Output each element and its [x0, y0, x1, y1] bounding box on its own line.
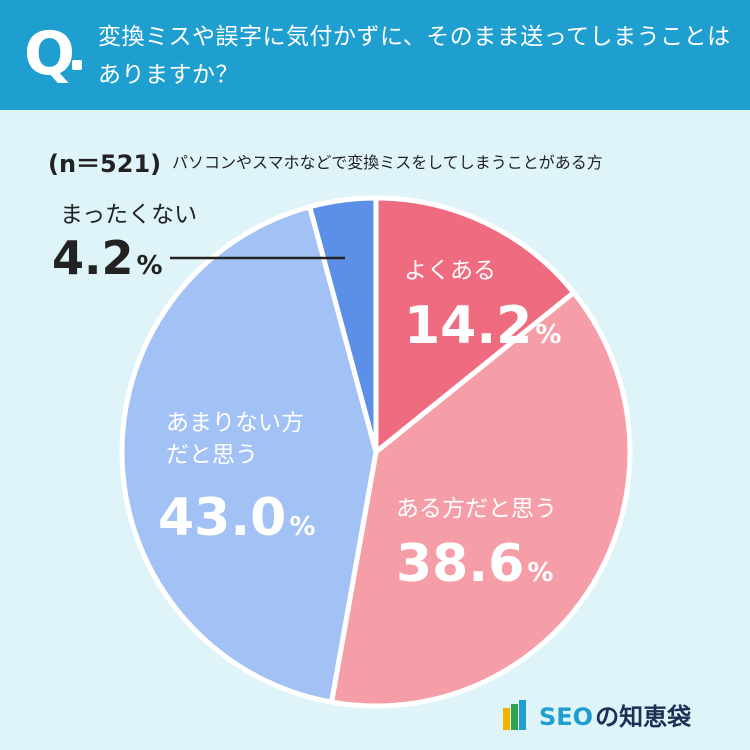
pie-slice-2 [119, 204, 379, 705]
brand-logo: SEOの知恵袋 [503, 697, 691, 732]
brand-bars-icon [503, 699, 533, 730]
pie-slice-1 [329, 290, 633, 709]
q-dot-icon [72, 60, 82, 70]
sample-size: (n＝521) [48, 150, 162, 178]
slice-value-amari-nai: 43.0% [158, 488, 316, 548]
pie-slice-0 [373, 195, 577, 455]
slice-label-mattaku-nai: まったくない [60, 202, 198, 228]
slice-value-yoku-aru: 14.2% [404, 296, 562, 356]
slice-label-amari-nai-2: だと思う [166, 442, 258, 468]
question-text: 変換ミスや誤字に気付かずに、そのまま送ってしまうことはありますか？ [98, 24, 731, 88]
survey-subtitle: パソコンやスマホなどで変換ミスをしてしまうことがある方 [172, 153, 603, 172]
brand-name: SEOの知恵袋 [539, 703, 692, 731]
slice-label-amari-nai-1: あまりない方 [166, 410, 304, 436]
slice-label-aru-hou: ある方だと思う [396, 496, 557, 522]
slice-value-aru-hou: 38.6% [396, 534, 554, 594]
slice-value-mattaku-nai: 4.2% [52, 231, 163, 285]
pie-slice-3 [307, 195, 379, 455]
slice-label-yoku-aru: よくある [404, 258, 496, 284]
q-mark: Q [24, 19, 76, 89]
question-header: Q 変換ミスや誤字に気付かずに、そのまま送ってしまうことはありますか？ [0, 0, 750, 110]
